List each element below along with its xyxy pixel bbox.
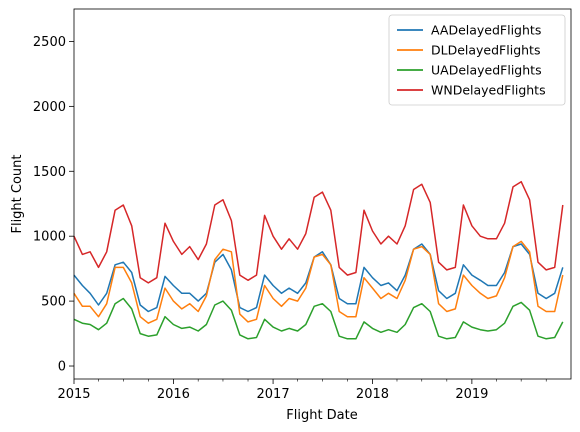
y-tick-label: 0 bbox=[58, 360, 66, 375]
y-tick-label: 2500 bbox=[33, 35, 66, 50]
x-tick-label: 2015 bbox=[57, 387, 90, 402]
y-tick-label: 1000 bbox=[33, 230, 66, 245]
legend-label: UADelayedFlights bbox=[431, 63, 542, 78]
x-tick-label: 2019 bbox=[455, 387, 488, 402]
legend-box bbox=[388, 14, 566, 106]
x-tick-label: 2017 bbox=[257, 387, 290, 402]
y-axis: 0 500 1000 1500 2000 2500 bbox=[33, 35, 74, 375]
x-axis: 2015 2016 2017 2018 2019 bbox=[57, 379, 547, 402]
legend-label: AADelayedFlights bbox=[431, 23, 541, 38]
x-tick-label: 2018 bbox=[356, 387, 389, 402]
legend-label: WNDelayedFlights bbox=[431, 83, 546, 98]
x-axis-label: Flight Date bbox=[286, 408, 358, 423]
legend: AADelayedFlights DLDelayedFlights UADelaye… bbox=[388, 14, 566, 106]
y-axis-label: Flight Count bbox=[10, 154, 25, 233]
y-tick-label: 1500 bbox=[33, 165, 66, 180]
x-tick-label: 2016 bbox=[157, 387, 190, 402]
y-tick-label: 2000 bbox=[33, 100, 66, 115]
series-line-UADelayedFlights bbox=[73, 297, 564, 340]
y-tick-label: 500 bbox=[41, 295, 66, 310]
series-line-WNDelayedFlights bbox=[73, 180, 564, 284]
series-line-DLDelayedFlights bbox=[73, 240, 564, 324]
plot-lines bbox=[73, 180, 564, 340]
legend-label: DLDelayedFlights bbox=[431, 43, 540, 58]
series-line-AADelayedFlights bbox=[73, 243, 564, 313]
